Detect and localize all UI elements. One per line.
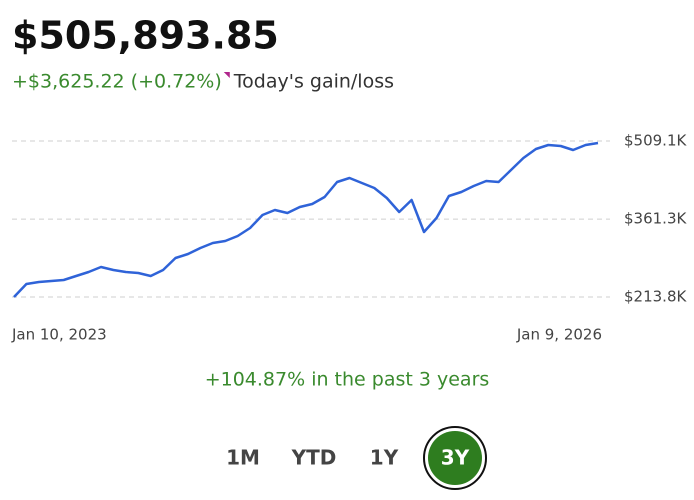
y-tick-label: $509.1K xyxy=(624,131,687,149)
range-button[interactable]: 1Y xyxy=(370,446,399,470)
balance: $505,893.85 xyxy=(12,14,279,58)
gain-label: Today's gain/loss xyxy=(233,71,394,93)
range-button[interactable]: 3Y xyxy=(441,446,470,470)
indicator xyxy=(223,72,230,78)
selected-ring xyxy=(423,426,487,490)
x-tick-label: Jan 10, 2023 xyxy=(11,326,107,344)
selected-bg xyxy=(428,431,482,485)
y-tick-label: $213.8K xyxy=(624,287,687,305)
summary: +104.87% in the past 3 years xyxy=(205,369,490,391)
range-button[interactable]: YTD xyxy=(291,446,337,470)
gain: +$3,625.22 (+0.72%) xyxy=(12,71,222,93)
range-button[interactable]: 1M xyxy=(226,446,260,470)
price-line xyxy=(13,141,599,298)
y-tick-label: $361.3K xyxy=(624,210,687,228)
x-tick-label: Jan 9, 2026 xyxy=(516,326,602,344)
